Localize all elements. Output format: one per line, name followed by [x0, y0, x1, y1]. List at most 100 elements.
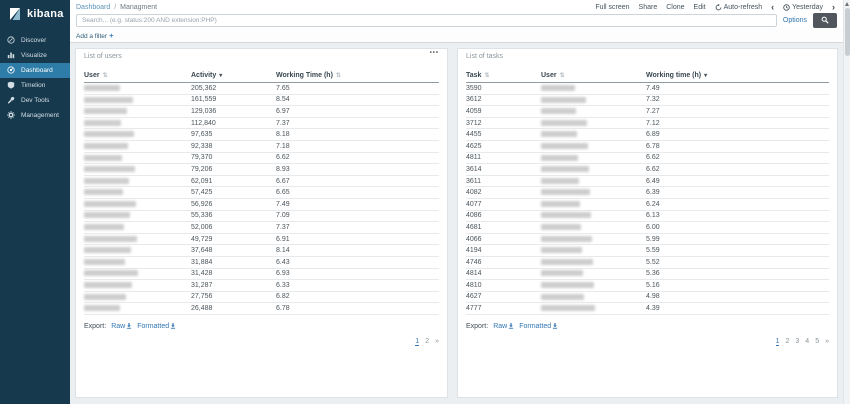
page-button-3[interactable]: 3	[795, 337, 800, 345]
table-row: 31,884 6.43	[84, 256, 439, 269]
sort-icon: ▾	[704, 73, 708, 79]
search-input[interactable]	[76, 13, 777, 27]
value-cell: 6.78	[276, 302, 439, 315]
page-scrollbar[interactable]	[843, 0, 850, 404]
plus-icon: +	[109, 30, 114, 40]
redacted-user-name	[541, 270, 583, 277]
options-link[interactable]: Options	[782, 16, 807, 24]
time-picker-button[interactable]: Yesterday	[783, 4, 823, 11]
sidebar-item-timelion[interactable]: Timelion	[0, 78, 70, 93]
sidebar-item-discover[interactable]: Discover	[0, 33, 70, 48]
redacted-user-name	[84, 200, 136, 207]
next-page-button[interactable]: »	[435, 337, 439, 345]
sidebar: kibana Discover Visualize Dashboard Time…	[0, 0, 70, 404]
page-button-1[interactable]: 1	[415, 337, 420, 346]
table-row: 4066 5.99	[466, 233, 829, 246]
page-button-2[interactable]: 2	[425, 337, 430, 345]
page-button-4[interactable]: 4	[805, 337, 810, 345]
full-screen-button[interactable]: Full screen	[595, 3, 630, 11]
table-row: 52,006 7.37	[84, 221, 439, 234]
scrollbar-thumb[interactable]	[845, 8, 850, 56]
sort-icon: ⇅	[559, 73, 565, 79]
user-cell	[84, 210, 191, 223]
table-row: 4077 6.24	[466, 198, 829, 211]
redacted-user-name	[541, 305, 595, 312]
breadcrumb-dashboard-link[interactable]: Dashboard	[76, 3, 111, 11]
tasks-col-task[interactable]: Task ⇅	[466, 70, 541, 83]
table-row: 4681 6.00	[466, 221, 829, 234]
top-bar: Dashboard / Managment Full screen Share …	[70, 0, 843, 43]
table-row: 4811 6.62	[466, 152, 829, 165]
users-col-working-time[interactable]: Working Time (h) ⇅	[276, 70, 439, 83]
value-cell: 6.93	[276, 268, 439, 281]
redacted-user-name	[541, 212, 591, 219]
sort-icon: ⇅	[335, 73, 341, 79]
value-cell: 6.67	[276, 175, 439, 188]
table-row: 3712 7.12	[466, 117, 829, 130]
table-row: 57,425 6.65	[84, 186, 439, 199]
sidebar-item-management[interactable]: Management	[0, 108, 70, 123]
user-cell	[541, 163, 646, 176]
sidebar-item-dashboard[interactable]: Dashboard	[0, 63, 70, 78]
panel-options-icon[interactable]: •••	[429, 50, 439, 56]
panel-list-of-users: List of users ••• User ⇅ Activity ▾ Workin…	[75, 48, 448, 398]
bar-chart-icon	[7, 51, 15, 61]
value-cell: 5.59	[646, 244, 829, 257]
table-row: 3611 6.49	[466, 175, 829, 188]
page-button-5[interactable]: 5	[815, 337, 820, 345]
page-button-1[interactable]: 1	[775, 337, 780, 346]
user-cell	[84, 82, 191, 95]
tasks-col-user[interactable]: User ⇅	[541, 70, 646, 83]
breadcrumb: Dashboard / Managment	[76, 4, 157, 11]
search-button[interactable]	[813, 12, 837, 28]
panel-title: List of users	[84, 53, 122, 60]
next-page-button[interactable]: »	[825, 337, 829, 345]
sidebar-item-visualize[interactable]: Visualize	[0, 48, 70, 63]
time-back-button[interactable]: ‹	[771, 1, 775, 12]
table-row: 4810 5.16	[466, 279, 829, 292]
redacted-user-name	[84, 235, 137, 242]
table-row: 4746 5.52	[466, 256, 829, 269]
time-forward-button[interactable]: ›	[832, 1, 835, 12]
page-button-2[interactable]: 2	[785, 337, 790, 345]
tasks-col-working-time[interactable]: Working time (h) ▾	[646, 70, 829, 83]
value-cell: 6.49	[646, 175, 829, 188]
value-cell: 4811	[466, 152, 541, 165]
clone-button[interactable]: Clone	[666, 3, 685, 11]
user-cell	[541, 268, 646, 281]
user-cell	[541, 152, 646, 165]
auto-refresh-button[interactable]: Auto-refresh	[715, 3, 762, 11]
value-cell: 3614	[466, 163, 541, 176]
redacted-user-name	[541, 84, 575, 91]
add-filter-button[interactable]: Add a filter +	[76, 30, 114, 40]
value-cell: 97,635	[191, 128, 276, 141]
scroll-up-icon[interactable]	[845, 2, 849, 6]
value-cell: 5.52	[646, 256, 829, 269]
value-cell: 8.54	[276, 94, 439, 107]
sidebar-item-dev-tools[interactable]: Dev Tools	[0, 93, 70, 108]
redacted-user-name	[84, 131, 134, 138]
user-cell	[541, 279, 646, 292]
redacted-user-name	[84, 189, 123, 196]
table-row: 97,635 8.18	[84, 128, 439, 141]
value-cell: 27,756	[191, 291, 276, 304]
value-cell: 31,884	[191, 256, 276, 269]
export-formatted-link[interactable]: Formatted	[137, 323, 176, 330]
download-icon	[127, 323, 132, 330]
export-raw-link[interactable]: Raw	[493, 323, 514, 330]
redacted-user-name	[84, 166, 135, 173]
value-cell: 6.43	[276, 256, 439, 269]
kibana-logo-text: kibana	[27, 8, 64, 20]
redacted-user-name	[541, 258, 593, 265]
share-button[interactable]: Share	[638, 3, 658, 11]
sidebar-item-label: Visualize	[21, 52, 47, 59]
export-raw-link[interactable]: Raw	[111, 323, 132, 330]
users-col-user[interactable]: User ⇅	[84, 70, 191, 83]
users-col-activity[interactable]: Activity ▾	[191, 70, 276, 83]
edit-button[interactable]: Edit	[693, 3, 706, 11]
export-formatted-link[interactable]: Formatted	[519, 323, 558, 330]
export-label: Export:	[84, 322, 107, 330]
kibana-logo[interactable]: kibana	[0, 0, 70, 28]
redacted-user-name	[84, 154, 122, 161]
tasks-table: Task ⇅ User ⇅ Working time (h) ▾ 3590 7.49 36…	[466, 70, 829, 315]
